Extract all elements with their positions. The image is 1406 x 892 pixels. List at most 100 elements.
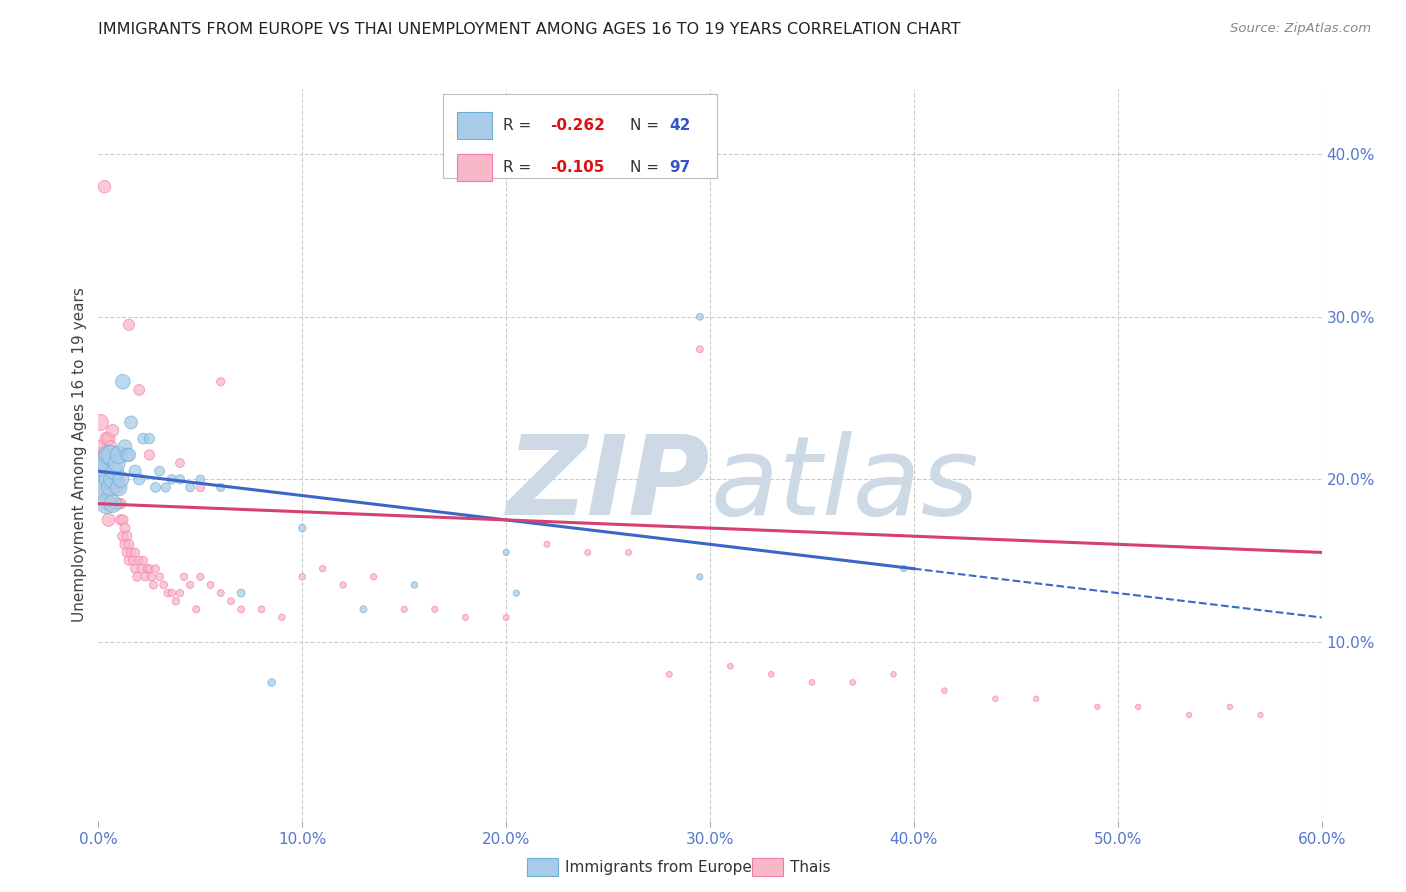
Point [169,586,191,600]
Point [454,610,477,624]
Point [89,480,111,494]
Point [156,586,179,600]
Point [138,562,160,576]
Point [138,432,160,446]
Point [127,570,149,584]
Point [124,464,146,478]
Point [124,562,146,576]
Point [132,432,155,446]
Text: Source: ZipAtlas.com: Source: ZipAtlas.com [1230,22,1371,36]
Point [120,416,142,430]
Point [250,602,273,616]
Point [209,586,232,600]
Point [101,472,124,486]
Point [114,440,136,454]
Point [149,464,172,478]
Point [312,562,335,576]
Point [115,545,138,559]
Text: atlas: atlas [710,431,979,538]
Point [152,578,174,592]
Point [145,480,167,494]
Text: -0.105: -0.105 [550,161,605,176]
Point [104,472,127,486]
Point [110,513,132,527]
Point [155,480,177,494]
Point [423,602,446,616]
Point [165,594,187,608]
Point [136,562,159,576]
Point [883,667,905,681]
Point [129,562,152,576]
Point [188,570,212,584]
Point [761,667,783,681]
Point [110,497,132,511]
Point [115,529,138,543]
Point [101,480,124,494]
Point [536,537,558,551]
Point [100,440,122,454]
Point [111,513,134,527]
Point [984,691,1007,706]
Point [689,343,711,357]
Point [186,602,208,616]
Point [97,480,120,494]
Point [114,537,136,551]
Point [128,553,150,567]
Point [100,472,122,486]
Point [363,570,385,584]
Text: R =: R = [503,118,537,133]
Point [110,472,132,486]
Point [114,521,136,535]
Point [145,562,167,576]
Text: 42: 42 [669,118,690,133]
Point [93,179,115,194]
Point [801,675,824,690]
Point [128,472,150,486]
Point [115,448,138,462]
Point [260,675,283,690]
Point [495,610,517,624]
Point [101,424,124,438]
Point [93,464,115,478]
Point [689,570,711,584]
Point [149,570,172,584]
Point [200,578,222,592]
Point [97,432,120,446]
Point [173,570,195,584]
Point [97,472,120,486]
Point [169,472,191,486]
Point [100,448,122,462]
Point [1178,708,1201,723]
Point [160,472,183,486]
Point [505,586,527,600]
Point [101,497,124,511]
Point [134,570,156,584]
Point [219,594,242,608]
Point [96,432,118,446]
Point [97,513,120,527]
Point [617,545,640,559]
Point [209,375,232,389]
Point [89,416,111,430]
Point [105,480,128,494]
Point [108,480,131,494]
Text: Thais: Thais [790,860,831,874]
Text: Immigrants from Europe: Immigrants from Europe [565,860,752,874]
Point [179,578,201,592]
Point [122,553,145,567]
Point [108,472,131,486]
Point [291,570,314,584]
Point [118,448,141,462]
Point [97,448,120,462]
Point [179,480,201,494]
Point [576,545,599,559]
Text: 97: 97 [669,161,690,176]
Point [188,472,212,486]
Point [495,545,517,559]
Point [108,448,131,462]
Point [108,497,131,511]
Point [101,448,124,462]
Point [132,553,155,567]
Point [689,310,711,324]
Point [231,586,253,600]
